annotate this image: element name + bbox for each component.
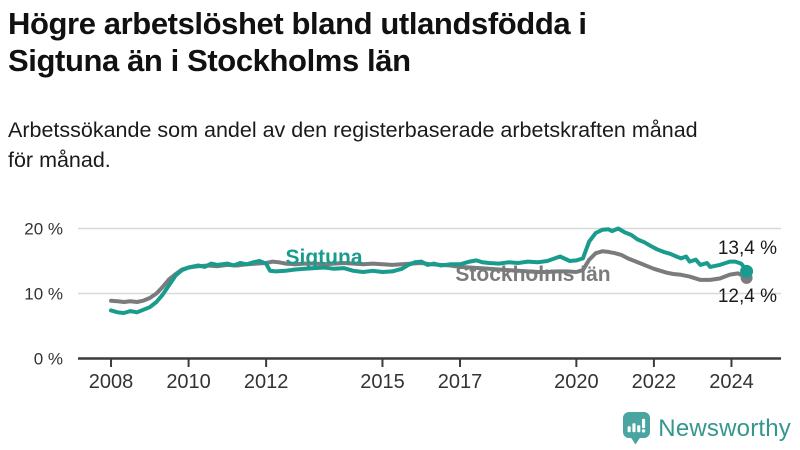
newsworthy-logo[interactable]: Newsworthy	[623, 412, 791, 445]
newsworthy-logo-text: Newsworthy	[658, 414, 791, 442]
x-tick-label-2024: 2024	[709, 371, 754, 393]
end-value-label-sigtuna: 13,4 %	[718, 238, 777, 259]
speech-bubble-shape	[623, 412, 651, 445]
chart-annotations: Sigtuna Stockholms län 13,4 % 12,4 %	[286, 238, 778, 307]
chart-subtitle-line2: för månad.	[8, 148, 111, 172]
line-chart: 0 % 10 % 20 % 2008 2010 2012 2015 2017 2020 2022 2…	[24, 220, 781, 393]
x-tick-label-2017: 2017	[438, 371, 483, 393]
series-label-stockholms-lan: Stockholms län	[455, 263, 610, 286]
series-end-dot-sigtuna	[740, 264, 754, 278]
x-tick-label-2022: 2022	[632, 371, 677, 393]
x-tick-label-2010: 2010	[166, 371, 211, 393]
exclamation-stem	[642, 418, 646, 429]
end-value-label-stockholms-lan: 12,4 %	[718, 286, 777, 307]
x-tick-label-2015: 2015	[360, 371, 405, 393]
chart-subtitle-line1: Arbetssökande som andel av den registerb…	[8, 118, 698, 142]
series-line-sigtuna	[109, 226, 749, 315]
y-tick-label-0: 0 %	[34, 350, 63, 369]
page-title-line1: Högre arbetslöshet bland utlandsfödda i	[8, 6, 587, 41]
chart-subtitle: Arbetssökande som andel av den registerb…	[8, 115, 792, 175]
exclamation-dot	[642, 429, 646, 433]
page-title-line2: Sigtuna än i Stockholms län	[8, 43, 411, 78]
x-tick-label-2008: 2008	[89, 371, 134, 393]
series-line-stockholms-lan	[109, 249, 749, 304]
newsworthy-speech-bubble-chart-icon	[623, 412, 651, 445]
series-label-sigtuna: Sigtuna	[286, 246, 363, 269]
chart-axes-and-series: 0 % 10 % 20 % 2008 2010 2012 2015 2017 2020 2022 2…	[24, 220, 781, 393]
bar-chart-glyph	[627, 418, 646, 433]
y-tick-label-10: 10 %	[24, 285, 63, 304]
x-tick-label-2020: 2020	[554, 371, 599, 393]
y-tick-label-20: 20 %	[24, 220, 63, 239]
x-tick-label-2012: 2012	[244, 371, 289, 393]
